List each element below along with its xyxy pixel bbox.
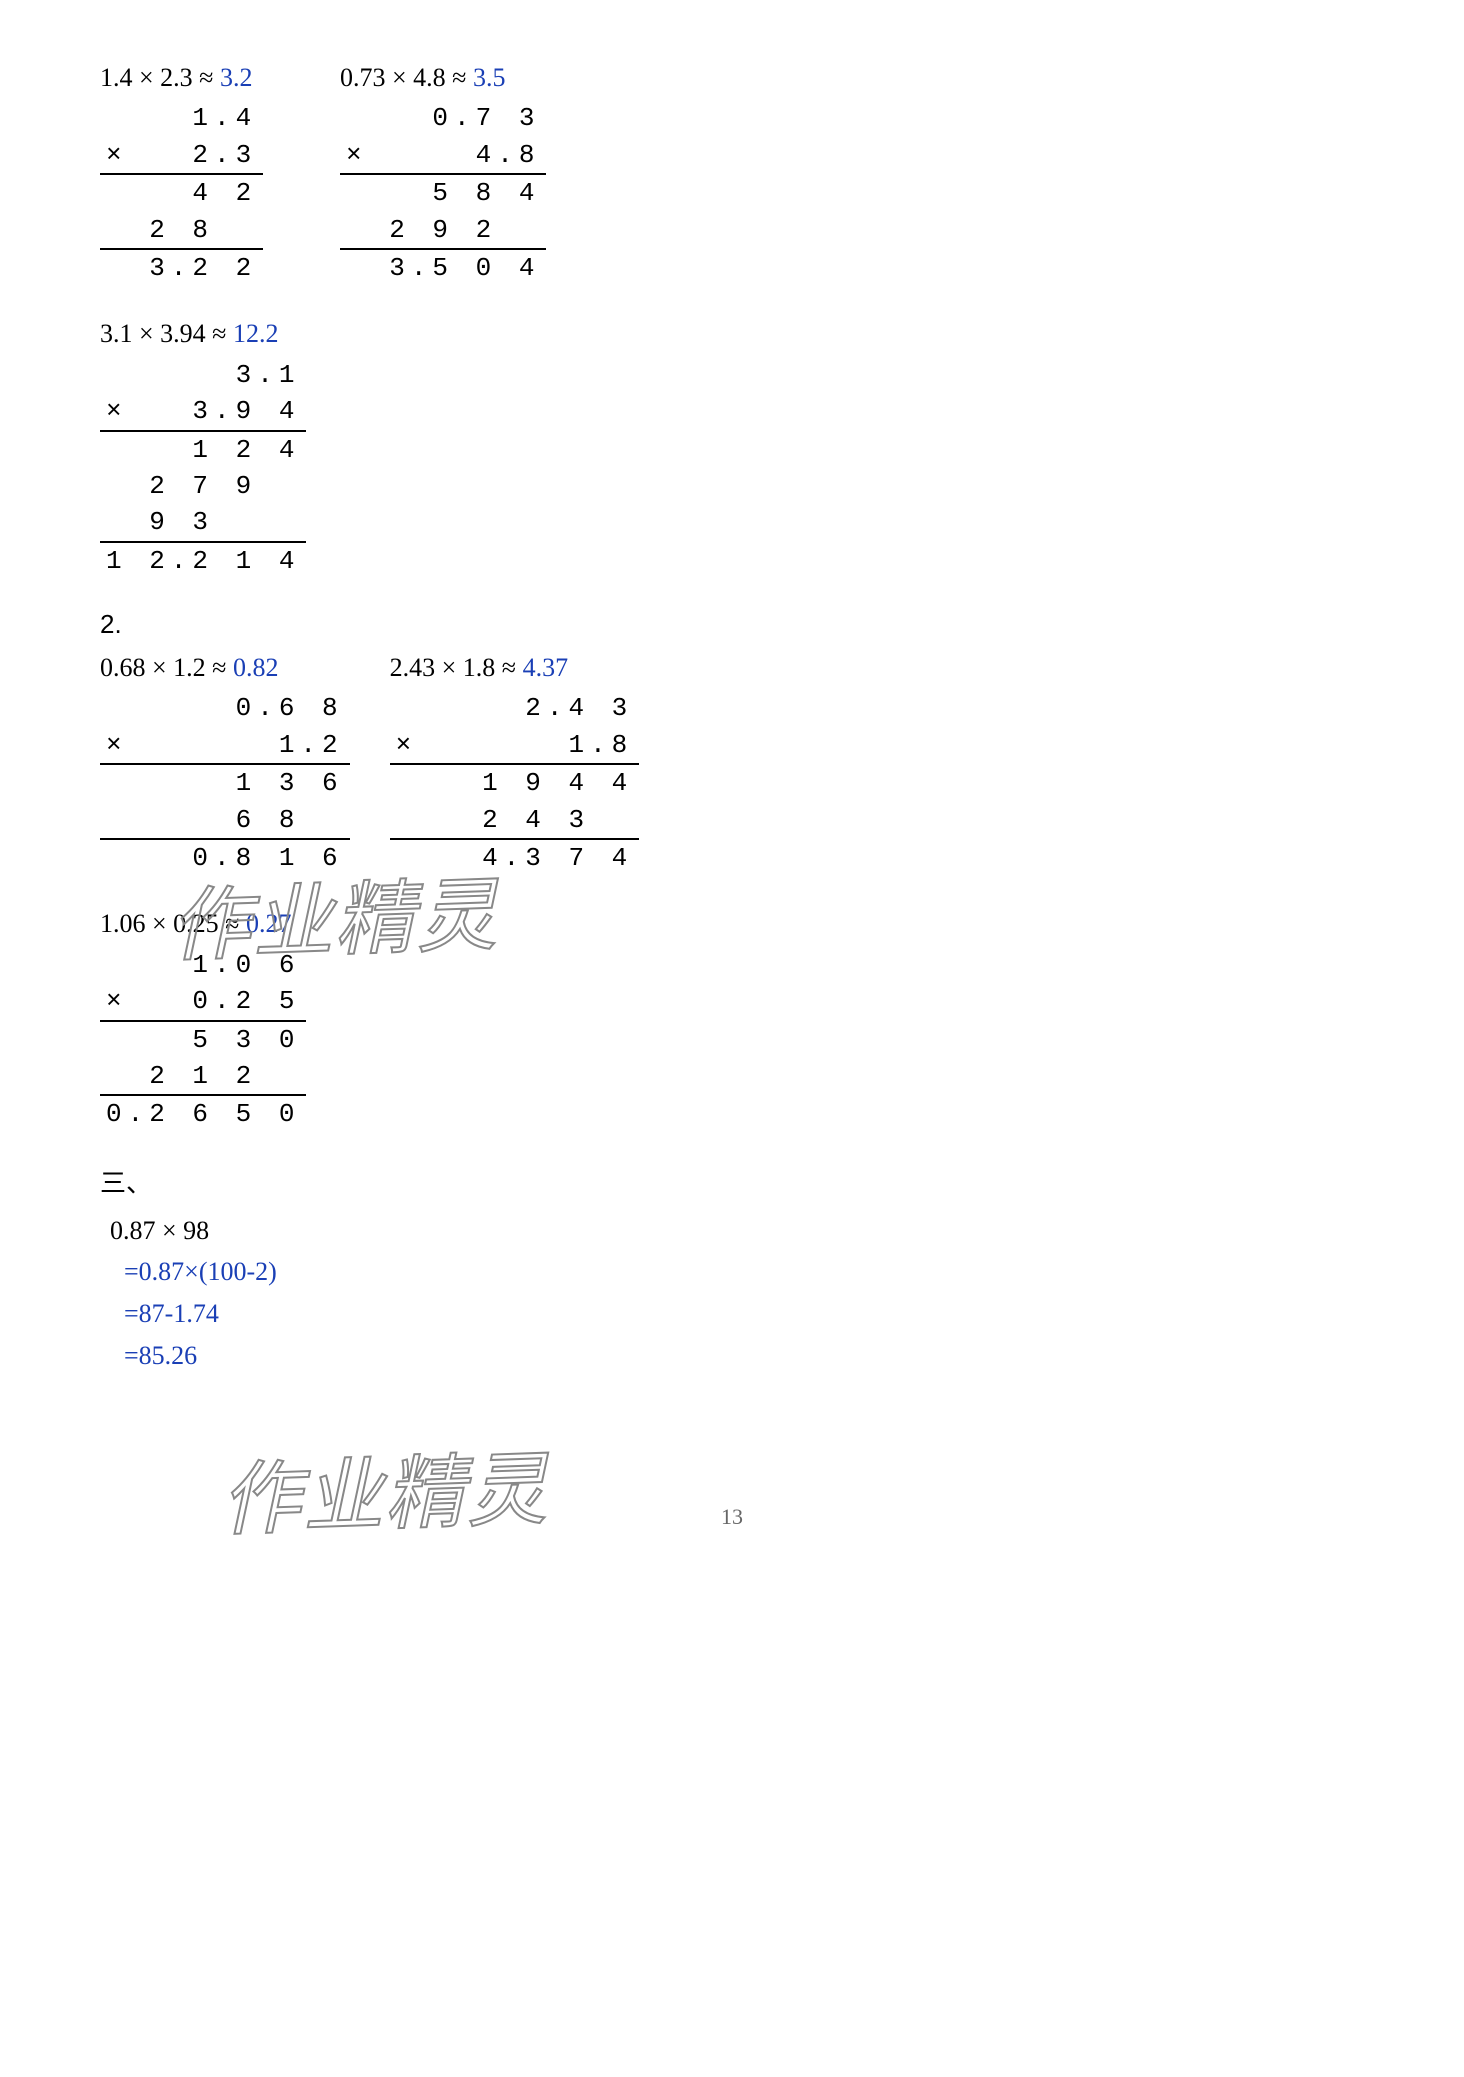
calc-line: × 0.2 5 (100, 983, 318, 1019)
calc-line: 1 2.2 1 4 (100, 541, 306, 579)
calc-step-3: =87-1.74 (124, 1293, 1364, 1335)
expression: 2.43 × 1.8 ≈ (390, 653, 523, 682)
problem-header: 1.4 × 2.3 ≈ 3.2 (100, 60, 300, 96)
page-number: 13 (100, 1504, 1364, 1530)
calc-line: 5 3 0 (100, 1020, 306, 1058)
calc-line: 4.3 7 4 (390, 838, 640, 876)
problem-header: 0.73 × 4.8 ≈ 3.5 (340, 60, 546, 96)
calc-line: 1.0 6 (100, 947, 306, 983)
problem-1-2: 0.73 × 4.8 ≈ 3.5 0.7 3 × 4.8 5 8 4 2 9 2… (340, 60, 546, 286)
answer: 3.5 (473, 63, 506, 92)
answer: 3.2 (220, 63, 253, 92)
calc-line: 1 2 4 (100, 430, 306, 468)
calc-line: × 3.9 4 (100, 393, 318, 429)
problem-header: 2.43 × 1.8 ≈ 4.37 (390, 650, 640, 686)
row-4-container: 1.06 × 0.25 ≈ 0.27 1.0 6 × 0.2 5 5 3 0 2… (100, 906, 1364, 1132)
calc-line: 9 3 (100, 504, 306, 540)
calc-line: 4 2 (100, 173, 263, 211)
vertical-calc: 0.6 8 × 1.2 1 3 6 6 8 0.8 1 6 (100, 690, 350, 876)
calc-line: 2 1 2 (100, 1058, 306, 1094)
calc-line: 3.2 2 (100, 248, 263, 286)
problem-header: 0.68 × 1.2 ≈ 0.82 (100, 650, 350, 686)
calc-step-2: =0.87×(100-2) (124, 1251, 1364, 1293)
vertical-calc: 0.7 3 × 4.8 5 8 4 2 9 2 3.5 0 4 (340, 100, 546, 286)
expression: 1.4 × 2.3 ≈ (100, 63, 220, 92)
calc-line: 1.4 (100, 100, 263, 136)
section-2-label: 2. (100, 609, 1364, 640)
expression: 0.73 × 4.8 ≈ (340, 63, 473, 92)
calc-line: 2 9 2 (340, 212, 546, 248)
calc-line: 6 8 (100, 802, 350, 838)
calc-line: 0.7 3 (340, 100, 546, 136)
answer: 12.2 (233, 319, 279, 348)
problem-3-1: 0.68 × 1.2 ≈ 0.82 0.6 8 × 1.2 1 3 6 6 8 … (100, 650, 350, 876)
calc-line: 1 9 4 4 (390, 763, 640, 801)
problem-4-1: 1.06 × 0.25 ≈ 0.27 1.0 6 × 0.2 5 5 3 0 2… (100, 906, 306, 1132)
calc-steps: 0.87 × 98 =0.87×(100-2) =87-1.74 =85.26 (110, 1210, 1364, 1376)
row-1: 1.4 × 2.3 ≈ 3.2 1.4 × 2.3 4 2 2 8 3.2 2 … (100, 60, 1364, 286)
calc-line: 3.1 (100, 357, 306, 393)
problem-2-1: 3.1 × 3.94 ≈ 12.2 3.1 × 3.9 4 1 2 4 2 7 … (100, 316, 306, 579)
calc-line: 2 8 (100, 212, 263, 248)
calc-line: 2 4 3 (390, 802, 640, 838)
calc-line: × 1.2 (100, 727, 362, 763)
row-2: 3.1 × 3.94 ≈ 12.2 3.1 × 3.9 4 1 2 4 2 7 … (100, 316, 1364, 579)
calc-line: 1 3 6 (100, 763, 350, 801)
expression: 1.06 × 0.25 ≈ (100, 909, 246, 938)
vertical-calc: 3.1 × 3.9 4 1 2 4 2 7 9 9 3 1 2.2 1 4 (100, 357, 306, 579)
calc-step-4: =85.26 (124, 1335, 1364, 1377)
problem-1-1: 1.4 × 2.3 ≈ 3.2 1.4 × 2.3 4 2 2 8 3.2 2 (100, 60, 300, 286)
calc-line: 0.2 6 5 0 (100, 1094, 306, 1132)
vertical-calc: 2.4 3 × 1.8 1 9 4 4 2 4 3 4.3 7 4 (390, 690, 640, 876)
row-4: 1.06 × 0.25 ≈ 0.27 1.0 6 × 0.2 5 5 3 0 2… (100, 906, 1364, 1132)
calc-line: 2 7 9 (100, 468, 306, 504)
calc-line: 3.5 0 4 (340, 248, 546, 286)
expression: 0.68 × 1.2 ≈ (100, 653, 233, 682)
row-3: 0.68 × 1.2 ≈ 0.82 0.6 8 × 1.2 1 3 6 6 8 … (100, 650, 1364, 876)
vertical-calc: 1.0 6 × 0.2 5 5 3 0 2 1 2 0.2 6 5 0 (100, 947, 306, 1133)
section-3-label: 三、 (100, 1163, 1364, 1200)
calc-line: × 4.8 (340, 137, 558, 173)
calc-line: × 2.3 (100, 137, 275, 173)
calc-line: 2.4 3 (390, 690, 640, 726)
vertical-calc: 1.4 × 2.3 4 2 2 8 3.2 2 (100, 100, 263, 286)
problem-3-2: 2.43 × 1.8 ≈ 4.37 2.4 3 × 1.8 1 9 4 4 2 … (390, 650, 640, 876)
answer: 0.27 (246, 909, 292, 938)
answer: 4.37 (523, 653, 569, 682)
answer: 0.82 (233, 653, 279, 682)
calc-line: × 1.8 (390, 727, 652, 763)
calc-step-1: 0.87 × 98 (110, 1210, 1364, 1252)
problem-header: 3.1 × 3.94 ≈ 12.2 (100, 316, 306, 352)
calc-line: 0.8 1 6 (100, 838, 350, 876)
problem-header: 1.06 × 0.25 ≈ 0.27 (100, 906, 306, 942)
expression: 3.1 × 3.94 ≈ (100, 319, 233, 348)
calc-line: 5 8 4 (340, 173, 546, 211)
calc-line: 0.6 8 (100, 690, 350, 726)
